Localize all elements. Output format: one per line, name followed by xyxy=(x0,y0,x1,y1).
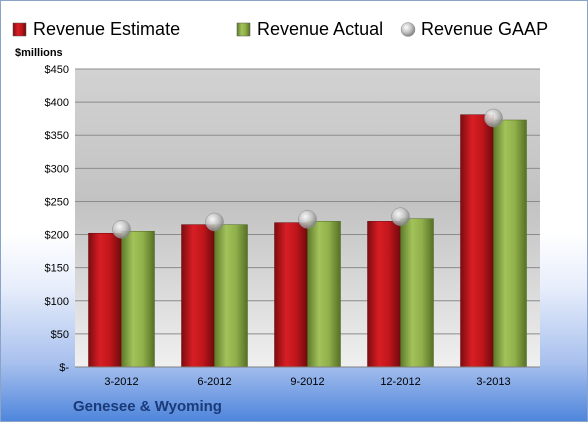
bar-series xyxy=(88,114,527,368)
legend-label: Revenue Actual xyxy=(257,19,383,39)
bar-revenue-actual xyxy=(214,224,248,368)
x-tick-label: 9-2012 xyxy=(290,376,324,388)
marker-revenue-gaap xyxy=(391,207,410,226)
y-tick-label: $450 xyxy=(45,64,69,76)
legend-label: Revenue Estimate xyxy=(33,19,180,39)
bar-revenue-estimate xyxy=(460,114,494,368)
bar-revenue-estimate xyxy=(88,232,122,368)
x-tick-label: 12-2012 xyxy=(380,376,420,388)
marker-revenue-gaap xyxy=(298,210,317,229)
marker-revenue-gaap xyxy=(112,220,131,239)
bar-revenue-actual xyxy=(307,221,341,368)
y-tick-label: $- xyxy=(59,362,69,374)
y-tick-label: $350 xyxy=(45,130,69,142)
legend-swatch xyxy=(12,22,27,37)
y-tick-label: $100 xyxy=(45,296,69,308)
y-axis-ticks: $- $50 $100 $150 $200 $250 $300 $350 $400 $450 xyxy=(45,64,70,374)
legend-swatch xyxy=(236,22,251,37)
marker-revenue-gaap xyxy=(205,212,224,232)
gaap-markers xyxy=(112,108,503,239)
bar-revenue-estimate xyxy=(181,224,215,368)
marker-revenue-gaap xyxy=(484,108,503,128)
bar-revenue-actual xyxy=(493,119,527,368)
bar-revenue-actual xyxy=(400,218,434,368)
y-tick-label: $150 xyxy=(45,263,69,275)
legend-swatch xyxy=(400,22,416,37)
company-name: Genesee & Wyoming xyxy=(73,398,222,415)
y-tick-label: $250 xyxy=(45,196,69,208)
y-tick-label: $200 xyxy=(45,230,69,242)
bar-revenue-estimate xyxy=(367,221,401,368)
x-axis-ticks: 3-2012 6-2012 9-2012 12-2012 3-2013 xyxy=(104,376,510,388)
y-axis-label: $millions xyxy=(15,47,63,59)
x-tick-label: 3-2012 xyxy=(104,376,138,388)
y-tick-label: $400 xyxy=(45,97,69,109)
x-tick-label: 3-2013 xyxy=(476,376,510,388)
bar-revenue-actual xyxy=(121,230,155,368)
legend-label: Revenue GAAP xyxy=(421,19,548,39)
y-tick-label: $50 xyxy=(51,329,69,341)
legend: Revenue Estimate Revenue Actual Revenue GA… xyxy=(12,19,548,39)
bar-revenue-estimate xyxy=(274,222,308,368)
x-tick-label: 6-2012 xyxy=(197,376,231,388)
y-tick-label: $300 xyxy=(45,163,69,175)
